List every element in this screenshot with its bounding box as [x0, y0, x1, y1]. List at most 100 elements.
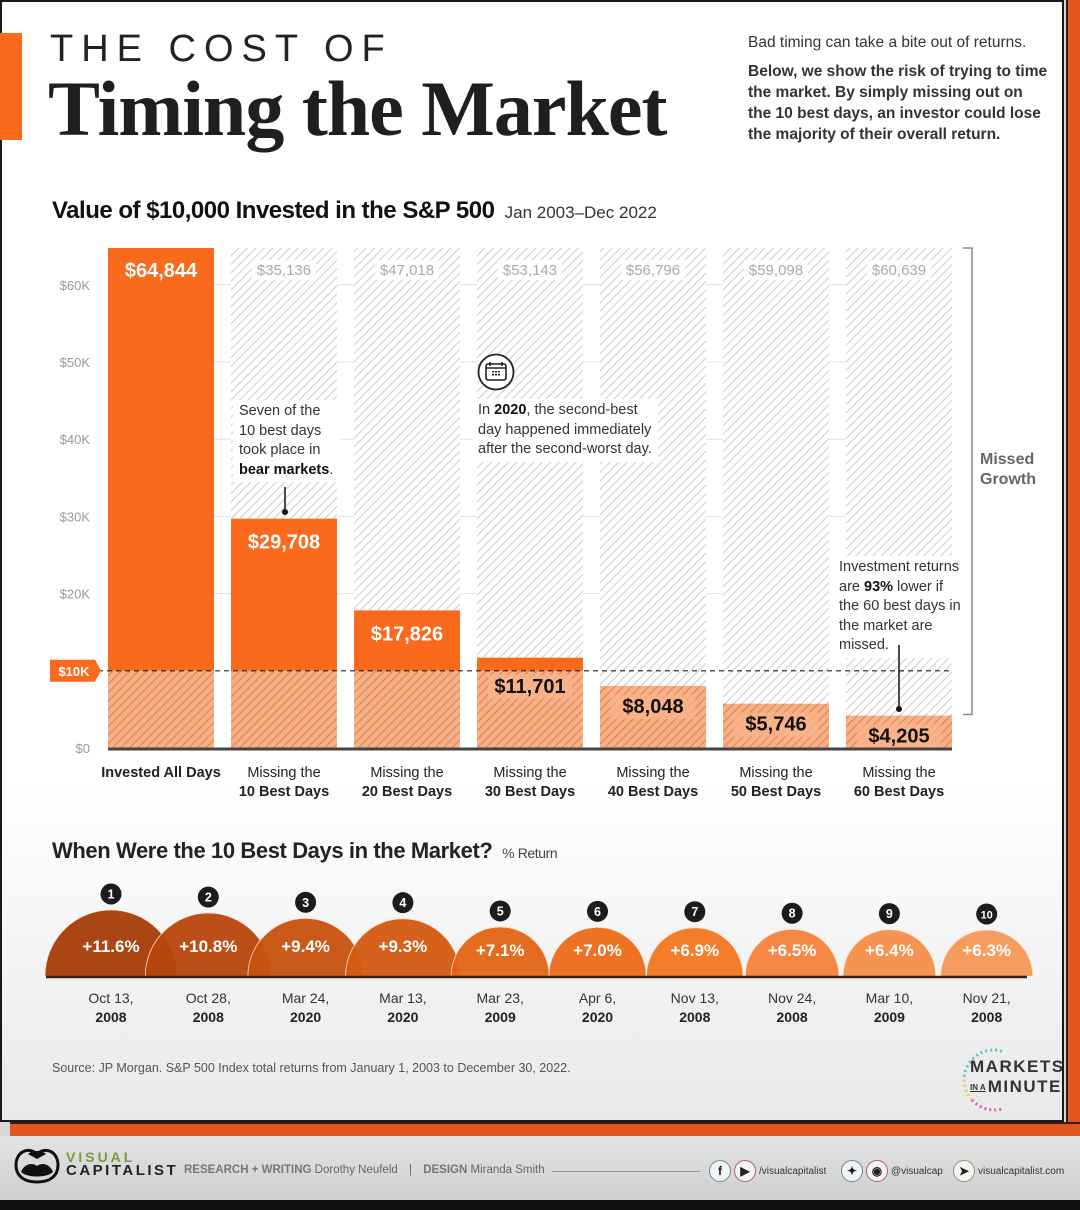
- date-year: 2008: [679, 1009, 710, 1025]
- rank-badge: [587, 900, 608, 922]
- days-chart-title-text: When Were the 10 Best Days in the Market…: [52, 838, 493, 863]
- calendar-icon: [477, 353, 515, 391]
- footer-bar: [0, 1136, 1080, 1200]
- rank-number: 10: [981, 910, 993, 922]
- rank-badge: [781, 902, 803, 924]
- return-semicircle: [940, 929, 1034, 976]
- annotation-text: lower if the 60 best days in the market …: [839, 578, 961, 654]
- category-label-line2: 30 Best Days: [485, 784, 575, 800]
- social-group-2: ✦ ◉ @visualcap: [841, 1159, 943, 1183]
- missed-growth-line2: Growth: [980, 471, 1036, 488]
- rank-badge: [295, 891, 317, 913]
- value-bar-principal: [108, 670, 214, 748]
- return-label: +7.0%: [573, 941, 622, 960]
- social-handle-visualcapitalist[interactable]: /visualcapitalist: [759, 1165, 827, 1177]
- return-semicircle: [842, 929, 937, 976]
- category-label-line2: 20 Best Days: [362, 784, 452, 800]
- category-label-line2: 10 Best Days: [239, 784, 329, 800]
- footer-bottom-edge: [0, 1200, 1080, 1210]
- date-year: 2009: [874, 1009, 905, 1025]
- value-label-bg: [734, 712, 818, 737]
- twitter-icon[interactable]: ✦: [841, 1160, 863, 1182]
- date-year: 2008: [971, 1009, 1002, 1025]
- credits-separator: |: [408, 1164, 412, 1176]
- return-semicircle: [345, 918, 461, 976]
- missed-label-bg: [498, 260, 562, 280]
- cursor-icon[interactable]: ➤: [953, 1160, 975, 1182]
- y-tick-label: $50K: [60, 355, 91, 370]
- axis-layer: Invested All Days Missing the 10 Best Days…: [50, 247, 973, 800]
- date-day: Mar 23,: [476, 990, 523, 1006]
- category-label-line2: 50 Best Days: [731, 784, 821, 800]
- rank-badge: [976, 903, 998, 925]
- return-semicircle: [548, 926, 647, 976]
- value-label: $4,205: [868, 726, 929, 748]
- website-link[interactable]: visualcapitalist.com: [978, 1165, 1065, 1177]
- bar-chart-title-text: Value of $10,000 Invested in the S&P 500: [52, 197, 495, 224]
- return-semicircle: [450, 926, 550, 976]
- brand-visual: VISUAL: [66, 1149, 136, 1165]
- facebook-icon[interactable]: f: [709, 1160, 731, 1182]
- title-kicker: THE COST OF: [50, 28, 393, 70]
- missed-label-bg: [252, 260, 316, 280]
- missed-growth-bar: [600, 248, 706, 686]
- date-day: Mar 13,: [379, 990, 426, 1006]
- date-day: Nov 24,: [768, 990, 816, 1006]
- visual-capitalist-logo-icon: [14, 1149, 60, 1184]
- date-day: Apr 6,: [579, 990, 616, 1006]
- instagram-icon[interactable]: ◉: [866, 1160, 888, 1182]
- baseline-10k-tag: [50, 659, 101, 682]
- missed-growth-label: $56,796: [626, 262, 680, 279]
- days-chart-title: When Were the 10 Best Days in the Market…: [52, 838, 558, 864]
- rank-number: 4: [399, 896, 406, 910]
- frame-stripe-bottom: [10, 1122, 1080, 1136]
- rank-number: 6: [594, 905, 601, 919]
- rank-number: 7: [691, 905, 698, 919]
- missed-label-bg: [867, 260, 931, 280]
- value-label-bg: [611, 694, 695, 719]
- date-day: Oct 28,: [186, 990, 231, 1006]
- best-days-chart: +11.6% 1 Oct 13, 2008 +10.8% 2 Oct 28, 2008 +9.4…: [44, 883, 1034, 1025]
- rank-number: 9: [886, 907, 893, 921]
- missed-growth-label: $47,018: [380, 262, 434, 279]
- date-year: 2008: [95, 1009, 126, 1025]
- youtube-icon[interactable]: ▶: [734, 1160, 756, 1182]
- missed-growth-label: $60,639: [872, 262, 926, 279]
- annotation-text: In: [478, 402, 495, 418]
- mim-line2: MINUTE: [987, 1077, 1062, 1096]
- intro-text: Bad timing can take a bite out of return…: [748, 32, 1048, 145]
- bar-chart-title: Value of $10,000 Invested in the S&P 500…: [52, 197, 657, 225]
- category-label-line1: Missing the: [370, 765, 443, 781]
- return-semicircle: [144, 912, 272, 976]
- days-chart-subtitle: % Return: [502, 845, 558, 861]
- rank-badge: [489, 900, 511, 922]
- research-name: Dorothy Neufeld: [314, 1164, 398, 1176]
- category-label-line1: Missing the: [862, 765, 935, 781]
- missed-growth-label: $53,143: [503, 262, 557, 279]
- annotation-text: , the second-best day happened immediate…: [478, 402, 652, 457]
- category-label-line1: Invested All Days: [101, 765, 221, 781]
- mim-ina: IN A: [970, 1083, 986, 1093]
- bar-chart-subtitle: Jan 2003–Dec 2022: [504, 203, 657, 222]
- social-group-1: f ▶ /visualcapitalist: [709, 1159, 826, 1183]
- rank-number: 3: [302, 896, 309, 910]
- y-tick-label: $0: [76, 741, 90, 756]
- value-label-bg: [488, 674, 572, 699]
- date-year: 2020: [582, 1009, 613, 1025]
- annotation-2020: In 2020, the second-best day happened im…: [472, 399, 658, 462]
- rank-number: 5: [497, 904, 504, 918]
- value-label: $8,048: [622, 696, 683, 718]
- date-year: 2009: [485, 1009, 516, 1025]
- value-bar-gain: [108, 248, 214, 671]
- category-label-line1: Missing the: [616, 765, 689, 781]
- rank-number: 2: [205, 891, 212, 905]
- design-label: DESIGN: [423, 1164, 468, 1176]
- annotation-93-percent: Investment returns are 93% lower if the …: [833, 556, 967, 658]
- bars-layer: $64,844 $29,708 $35,136 $17,826 $47,018 $11,7…: [108, 248, 952, 749]
- value-label-bg: [857, 724, 941, 749]
- value-label: $17,826: [371, 623, 443, 645]
- value-label: $11,701: [494, 676, 565, 698]
- date-year: 2020: [290, 1009, 321, 1025]
- social-handle-visualcap[interactable]: @visualcap: [891, 1165, 943, 1177]
- mim-line2-wrap: IN A MINUTE: [970, 1077, 1062, 1097]
